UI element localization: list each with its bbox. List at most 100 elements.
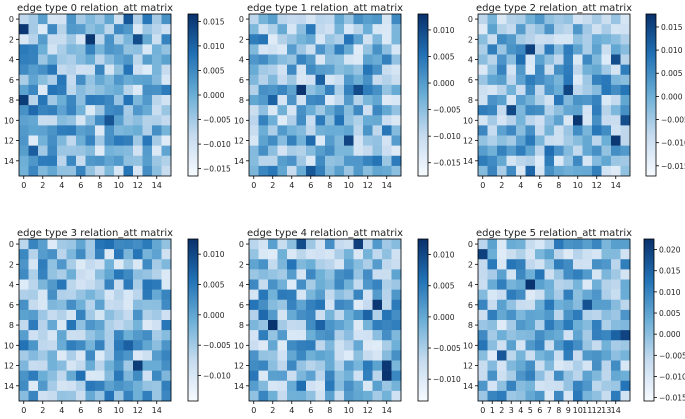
heatmap-cell [38,299,48,311]
heatmap-cell [592,380,602,392]
heatmap-cell [249,279,259,290]
heatmap-cell [525,390,536,402]
heatmap-cell [478,54,488,65]
heatmap-cell [38,350,48,361]
heatmap-cell [268,95,278,106]
x-tick-label: 14 [382,406,392,415]
heatmap-cell [391,390,402,402]
heatmap-cell [544,340,555,351]
y-tick-label: 6 [239,76,244,85]
heatmap-cell [554,165,564,177]
heatmap-cell [268,330,278,341]
heatmap-cell [104,125,115,136]
heatmap-cell [123,145,134,157]
heatmap-cell [592,360,602,371]
heatmap-cell [620,340,631,351]
heatmap-cell [66,239,77,250]
heatmap-cell [611,330,621,341]
heatmap-cell [57,360,67,371]
heatmap-cell [487,279,498,290]
heatmap-cell [306,360,316,371]
heatmap-cell [38,390,48,402]
heatmap-cell [325,239,335,250]
heatmap-cell [28,360,39,371]
heatmap-cell [391,360,402,371]
heatmap-cell [277,115,288,126]
heatmap-cell [287,259,297,270]
heatmap-cell [161,95,172,106]
heatmap-cell [161,34,172,45]
heatmap-cell [516,14,526,25]
heatmap-cell [66,115,77,126]
heatmap-cell [57,24,67,35]
x-tick-label: 12 [592,181,602,190]
y-tick-label: 2 [468,35,473,44]
heatmap-cell [573,320,583,331]
heatmap-cell [582,24,593,35]
heatmap-cell [382,249,392,260]
heatmap-cell [268,125,278,136]
heatmap-cell [573,309,583,321]
heatmap-cell [620,125,631,136]
heatmap-cell [544,54,555,65]
heatmap-cell [142,249,153,260]
heatmap-cell [161,259,172,270]
heatmap-cell [487,340,498,351]
heatmap-cell [152,115,162,126]
heatmap-cell [525,350,536,361]
heatmap-cell [535,249,545,260]
heatmap-cell [611,259,621,270]
heatmap-cell [161,74,172,86]
heatmap-cell [611,340,621,351]
heatmap-cell [563,269,574,280]
heatmap-cell [382,135,392,146]
heatmap-cell [582,330,593,341]
heatmap-cell [573,289,583,301]
heatmap-cell [516,95,526,106]
heatmap-cell [478,309,488,321]
heatmap-cell [123,155,134,167]
heatmap-cell [38,360,48,371]
colorbar-tick-label: 0.000 [661,92,683,101]
heatmap-cell [334,360,345,371]
heatmap-cell [516,115,526,126]
heatmap-cell [325,330,335,341]
heatmap-cell [478,64,488,76]
heatmap-cell [66,125,77,136]
heatmap-cell [544,24,555,35]
heatmap-cell [315,105,326,116]
heatmap-cell [28,370,39,382]
heatmap-cell [249,309,259,321]
x-tick-label: 0 [251,181,256,190]
x-tick-label: 8 [97,406,102,415]
heatmap-cell [353,14,364,25]
heatmap-cell [76,249,86,260]
heatmap-cell [478,269,488,280]
heatmap-cell [287,14,297,25]
heatmap-cell [478,165,488,177]
y-tick-label: 0 [239,15,244,24]
heatmap-cell [611,309,621,321]
heatmap-cell [268,64,278,76]
heatmap-cell [114,135,124,146]
heatmap-cell [487,145,498,157]
heatmap-cell [478,135,488,146]
heatmap-cell [611,105,621,116]
heatmap-cell [363,64,373,76]
heatmap-cell [620,299,631,311]
heatmap-cell [249,360,259,371]
heatmap-cell [95,74,105,86]
heatmap-cell [620,14,631,25]
heatmap-cell [353,84,364,96]
heatmap-cell [353,279,364,290]
heatmap-cell [104,239,115,250]
heatmap-cell [249,24,259,35]
heatmap-cell [315,279,326,290]
heatmap-cell [506,269,517,280]
heatmap-cell [353,370,364,382]
heatmap-cell [506,360,517,371]
heatmap-cell [391,84,402,96]
heatmap-cell [258,74,269,86]
heatmap-cell [535,360,545,371]
heatmap-cell [268,269,278,280]
